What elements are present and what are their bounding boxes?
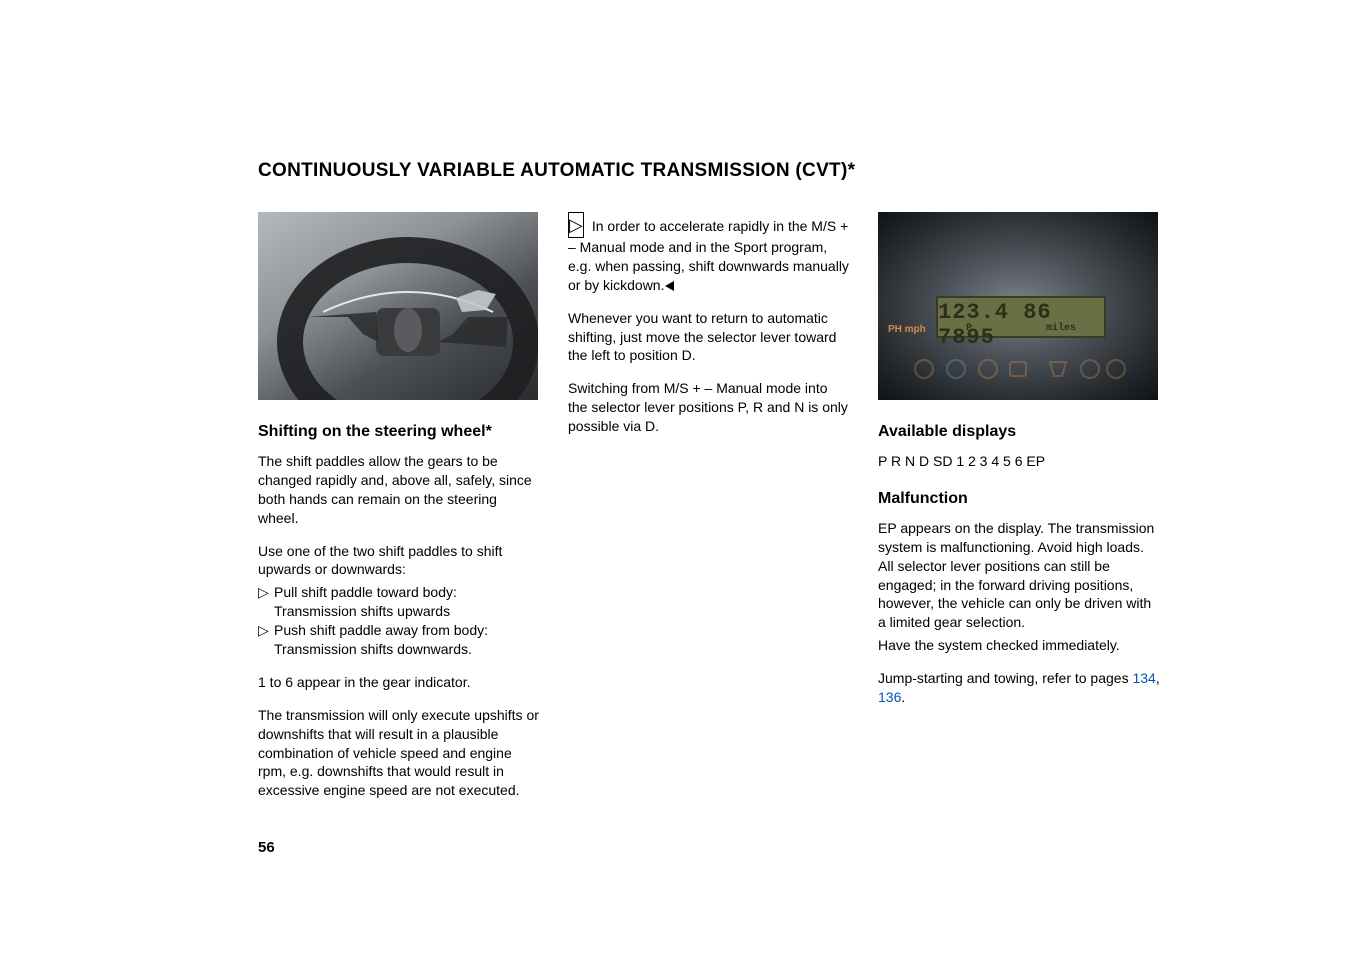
steering-wheel-illustration (258, 212, 538, 400)
page-title: CONTINUOUSLY VARIABLE AUTOMATIC TRANSMIS… (258, 160, 1231, 182)
column-2: ▷In order to accelerate rapidly in the M… (568, 212, 850, 814)
paragraph: Whenever you want to return to automatic… (568, 309, 850, 366)
note-callout: ▷In order to accelerate rapidly in the M… (568, 212, 850, 295)
lcd-display: 123.4 86 7895 P miles (936, 296, 1106, 338)
paragraph: The shift paddles allow the gears to be … (258, 452, 540, 528)
paragraph: P R N D SD 1 2 3 4 5 6 EP (878, 452, 1160, 471)
paragraph: Use one of the two shift paddles to shif… (258, 542, 540, 580)
bullet-text: Push shift paddle away from body: (274, 621, 488, 640)
lcd-gear-indicator: P (966, 323, 972, 334)
heading-shifting-steering: Shifting on the steering wheel* (258, 422, 540, 442)
mph-label: PH mph (888, 324, 926, 335)
page-link-136[interactable]: 136 (878, 689, 901, 705)
instrument-cluster-photo: PH mph 123.4 86 7895 P miles (878, 212, 1158, 400)
page-number: 56 (258, 839, 275, 856)
heading-available-displays: Available displays (878, 422, 1160, 442)
text-fragment: , (1156, 670, 1160, 686)
steering-wheel-photo: MV0215SCMB (258, 212, 538, 400)
bullet-text: Pull shift paddle toward body: (274, 583, 457, 602)
note-text: In order to accelerate rapidly in the M/… (568, 218, 849, 293)
bullet-text: Transmission shifts upwards (274, 602, 450, 621)
paragraph: 1 to 6 appear in the gear indicator. (258, 673, 540, 692)
bullet-indent (258, 640, 274, 659)
triangle-bullet-icon: ▷ (258, 621, 274, 640)
bullet-item: ▷ Push shift paddle away from body: (258, 621, 540, 640)
lcd-units: miles (1046, 323, 1076, 334)
triangle-bullet-icon: ▷ (258, 583, 274, 602)
bullet-item-line2: Transmission shifts downwards. (258, 640, 540, 659)
paragraph: Switching from M/S + – Manual mode into … (568, 379, 850, 436)
bullet-item: ▷ Pull shift paddle toward body: (258, 583, 540, 602)
column-1: MV0215SCMB Shifting on the steering whee… (258, 212, 540, 814)
paragraph-with-links: Jump-starting and towing, refer to pages… (878, 669, 1160, 707)
page-link-134[interactable]: 134 (1132, 670, 1155, 686)
bullet-indent (258, 602, 274, 621)
text-fragment: . (901, 689, 905, 705)
lcd-sub-row: P miles (938, 323, 1104, 334)
indicator-icons (910, 350, 1126, 388)
column-3: PH mph 123.4 86 7895 P miles (878, 212, 1160, 814)
paragraph: EP appears on the display. The transmiss… (878, 519, 1160, 632)
text-fragment: Jump-starting and towing, refer to pages (878, 670, 1132, 686)
note-triangle-icon: ▷ (568, 212, 584, 238)
end-triangle-icon (665, 281, 674, 291)
paragraph: Have the system checked immediately. (878, 636, 1160, 655)
content-columns: MV0215SCMB Shifting on the steering whee… (258, 212, 1231, 814)
heading-malfunction: Malfunction (878, 489, 1160, 509)
bullet-item-line2: Transmission shifts upwards (258, 602, 540, 621)
bullet-text: Transmission shifts downwards. (274, 640, 472, 659)
paragraph: The transmission will only execute upshi… (258, 706, 540, 800)
